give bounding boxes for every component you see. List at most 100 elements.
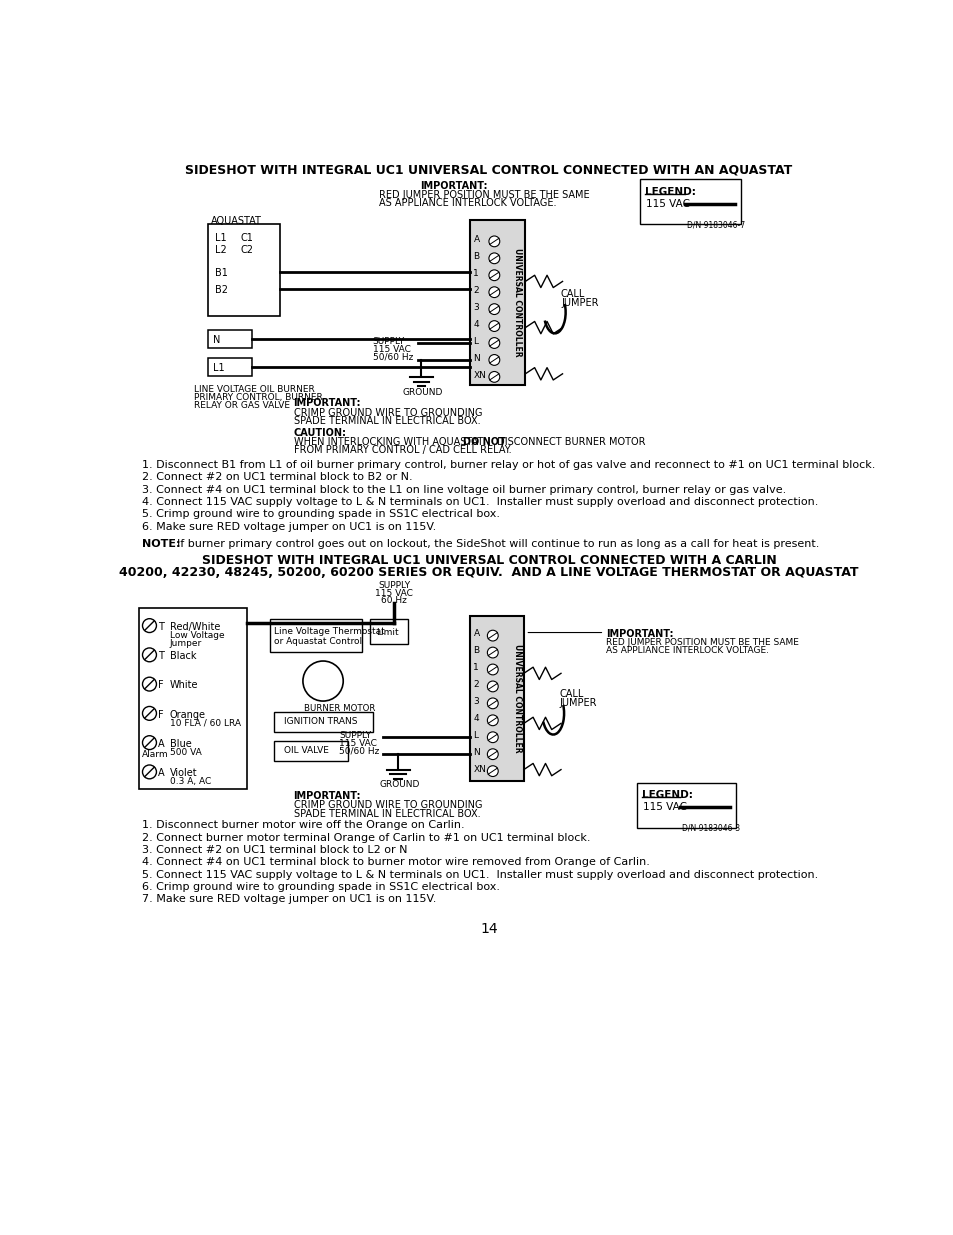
Text: L: L: [473, 337, 477, 346]
Text: If burner primary control goes out on lockout, the SideShot will continue to run: If burner primary control goes out on lo…: [177, 538, 819, 548]
Circle shape: [487, 664, 497, 674]
Text: Orange: Orange: [170, 710, 206, 720]
Text: 2. Connect burner motor terminal Orange of Carlin to #1 on UC1 terminal block.: 2. Connect burner motor terminal Orange …: [142, 832, 590, 842]
Text: L1: L1: [213, 363, 224, 373]
Text: 0.3 A, AC: 0.3 A, AC: [170, 777, 211, 787]
Bar: [138, 608, 247, 789]
Circle shape: [487, 715, 497, 726]
Text: IMPORTANT:: IMPORTANT:: [605, 629, 673, 638]
Text: C1: C1: [241, 233, 253, 243]
Circle shape: [488, 321, 499, 331]
Text: LEGEND:: LEGEND:: [644, 186, 695, 196]
Text: T: T: [158, 651, 164, 661]
Circle shape: [487, 647, 497, 658]
Text: 10 FLA / 60 LRA: 10 FLA / 60 LRA: [170, 719, 240, 727]
Bar: [208, 224, 279, 316]
Circle shape: [487, 732, 497, 742]
Text: 4. Connect 115 VAC supply voltage to L & N terminals on UC1.  Installer must sup: 4. Connect 115 VAC supply voltage to L &…: [142, 496, 818, 508]
Text: GROUND: GROUND: [402, 388, 443, 396]
Text: 6. Crimp ground wire to grounding spade in SS1C electrical box.: 6. Crimp ground wire to grounding spade …: [142, 882, 500, 892]
Text: Alarm: Alarm: [142, 751, 168, 760]
Text: Limit: Limit: [376, 627, 398, 637]
Text: or Aquastat Control: or Aquastat Control: [274, 637, 362, 646]
Text: D/N 9183046-3: D/N 9183046-3: [681, 824, 740, 832]
Text: XN: XN: [473, 370, 486, 379]
Text: 3: 3: [473, 698, 478, 706]
Text: 5. Connect 115 VAC supply voltage to L & N terminals on UC1.  Installer must sup: 5. Connect 115 VAC supply voltage to L &…: [142, 869, 818, 879]
Circle shape: [142, 764, 156, 779]
Bar: [274, 711, 373, 732]
Circle shape: [488, 253, 499, 264]
Text: AS APPLIANCE INTERLOCK VOLTAGE.: AS APPLIANCE INTERLOCK VOLTAGE.: [378, 199, 556, 209]
Text: SIDESHOT WITH INTEGRAL UC1 UNIVERSAL CONTROL CONNECTED WITH A CARLIN: SIDESHOT WITH INTEGRAL UC1 UNIVERSAL CON…: [201, 555, 776, 567]
Bar: [274, 741, 348, 761]
Circle shape: [488, 236, 499, 247]
Circle shape: [487, 630, 497, 641]
Text: XN: XN: [473, 764, 486, 774]
Text: White: White: [170, 680, 198, 690]
Text: B1: B1: [214, 268, 227, 278]
Bar: [369, 620, 408, 645]
Text: JUMPER: JUMPER: [558, 698, 597, 708]
Circle shape: [487, 698, 497, 709]
Text: CRIMP GROUND WIRE TO GROUNDING: CRIMP GROUND WIRE TO GROUNDING: [294, 408, 481, 417]
Circle shape: [487, 766, 497, 777]
Text: 3: 3: [473, 303, 478, 312]
Text: SPADE TERMINAL IN ELECTRICAL BOX.: SPADE TERMINAL IN ELECTRICAL BOX.: [294, 809, 479, 819]
Text: WHEN INTERLOCKING WITH AQUASTAT: WHEN INTERLOCKING WITH AQUASTAT: [294, 437, 489, 447]
Text: SUPPLY: SUPPLY: [378, 580, 410, 590]
Text: N: N: [473, 353, 479, 363]
Text: SIDESHOT WITH INTEGRAL UC1 UNIVERSAL CONTROL CONNECTED WITH AN AQUASTAT: SIDESHOT WITH INTEGRAL UC1 UNIVERSAL CON…: [185, 163, 792, 177]
Text: RELAY OR GAS VALVE: RELAY OR GAS VALVE: [194, 401, 290, 410]
Bar: [469, 615, 523, 782]
Text: 50/60 Hz: 50/60 Hz: [373, 352, 413, 362]
Text: A: A: [158, 739, 165, 748]
Text: 50/60 Hz: 50/60 Hz: [339, 746, 379, 756]
Text: CALL: CALL: [558, 689, 583, 699]
Text: AS APPLIANCE INTERLOCK VOLTAGE.: AS APPLIANCE INTERLOCK VOLTAGE.: [605, 646, 768, 656]
Text: OIL VALVE: OIL VALVE: [284, 746, 329, 756]
Circle shape: [142, 619, 156, 632]
Circle shape: [488, 304, 499, 315]
Circle shape: [488, 287, 499, 298]
Text: LEGEND:: LEGEND:: [641, 789, 692, 799]
Text: A: A: [158, 768, 165, 778]
Text: IMPORTANT:: IMPORTANT:: [294, 399, 361, 409]
Text: 1: 1: [473, 269, 478, 278]
Text: 2: 2: [473, 680, 478, 689]
Text: RED JUMPER POSITION MUST BE THE SAME: RED JUMPER POSITION MUST BE THE SAME: [378, 190, 589, 200]
Text: T: T: [158, 621, 164, 632]
Text: 60 Hz: 60 Hz: [381, 597, 407, 605]
Text: NOTE:: NOTE:: [142, 538, 181, 548]
Text: 2. Connect #2 on UC1 terminal block to B2 or N.: 2. Connect #2 on UC1 terminal block to B…: [142, 472, 413, 483]
Text: CRIMP GROUND WIRE TO GROUNDING: CRIMP GROUND WIRE TO GROUNDING: [294, 800, 481, 810]
Text: 115 VAC: 115 VAC: [339, 739, 376, 747]
Text: UNIVERSAL CONTROLLER: UNIVERSAL CONTROLLER: [513, 248, 521, 357]
Text: 115 VAC: 115 VAC: [642, 802, 686, 811]
Text: Low Voltage: Low Voltage: [170, 631, 224, 640]
Text: Line Voltage Thermostat: Line Voltage Thermostat: [274, 627, 385, 636]
Text: AQUASTAT: AQUASTAT: [211, 216, 261, 226]
Text: Jumper: Jumper: [170, 638, 202, 647]
Text: 500 VA: 500 VA: [170, 748, 201, 757]
Text: DO NOT: DO NOT: [463, 437, 506, 447]
Text: DISCONNECT BURNER MOTOR: DISCONNECT BURNER MOTOR: [493, 437, 644, 447]
Bar: [639, 179, 740, 224]
Text: 1. Disconnect burner motor wire off the Orange on Carlin.: 1. Disconnect burner motor wire off the …: [142, 820, 465, 830]
Text: F: F: [158, 710, 164, 720]
Circle shape: [142, 736, 156, 750]
Text: PRIMARY CONTROL, BURNER: PRIMARY CONTROL, BURNER: [194, 393, 323, 403]
Text: 40200, 42230, 48245, 50200, 60200 SERIES OR EQUIV.  AND A LINE VOLTAGE THERMOSTA: 40200, 42230, 48245, 50200, 60200 SERIES…: [119, 566, 858, 578]
Text: 5. Crimp ground wire to grounding spade in SS1C electrical box.: 5. Crimp ground wire to grounding spade …: [142, 509, 500, 520]
Bar: [637, 783, 736, 829]
Text: 115 VAC: 115 VAC: [373, 345, 410, 353]
Text: 6. Make sure RED voltage jumper on UC1 is on 115V.: 6. Make sure RED voltage jumper on UC1 i…: [142, 521, 436, 531]
Text: Red/White: Red/White: [170, 621, 220, 632]
Text: 2: 2: [473, 287, 478, 295]
Text: B: B: [473, 252, 479, 261]
Text: FROM PRIMARY CONTROL / CAD CELL RELAY.: FROM PRIMARY CONTROL / CAD CELL RELAY.: [294, 446, 511, 456]
Text: CAUTION:: CAUTION:: [294, 427, 346, 437]
Text: BURNER MOTOR: BURNER MOTOR: [303, 704, 375, 713]
Text: L1: L1: [214, 233, 226, 243]
Text: B: B: [473, 646, 479, 656]
